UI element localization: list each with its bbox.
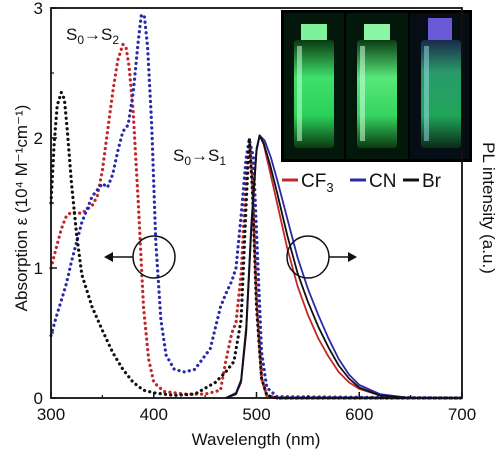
y-axis-title-left: Absorption ε (10⁴ M⁻¹cm⁻¹) <box>12 105 31 312</box>
x-tick-label: 500 <box>242 405 270 424</box>
x-axis-title: Wavelength (nm) <box>192 430 321 449</box>
y-tick-label: 0 <box>34 389 43 408</box>
svg-text:CN: CN <box>369 171 396 192</box>
svg-text:Br: Br <box>422 171 442 192</box>
y-tick-label: 2 <box>34 129 43 148</box>
x-tick-label: 600 <box>345 405 373 424</box>
vial-cn <box>346 13 408 159</box>
x-tick-label: 300 <box>37 405 65 424</box>
svg-text:CF3: CF3 <box>301 171 334 195</box>
series-layer <box>49 12 464 400</box>
series-pl-br <box>225 134 462 399</box>
series-absorption-cf3 <box>49 42 464 400</box>
y-tick-label: 1 <box>34 259 43 278</box>
axis-layer: 300 400 500 600 700 0 1 2 3 <box>34 0 477 424</box>
legend: CF3 CN Br <box>282 171 442 195</box>
vial-br <box>410 13 469 159</box>
x-tick-label: 700 <box>448 405 476 424</box>
inset-photo <box>281 10 472 162</box>
y-axis-title-right: PL intensity (a.u.) <box>479 142 498 274</box>
left-axis-marker <box>104 235 176 279</box>
annotation-s0-s2: S0→S2 <box>66 25 119 47</box>
y-tick-label: 3 <box>34 0 43 18</box>
x-tick-label: 400 <box>140 405 168 424</box>
legend-entry-cn: CN <box>350 171 396 192</box>
vial-cf3 <box>284 13 344 159</box>
right-axis-marker <box>286 235 357 279</box>
legend-entry-br: Br <box>403 171 442 192</box>
legend-entry-cf3: CF3 <box>282 171 334 195</box>
annotation-s0-s1: S0→S1 <box>173 146 226 168</box>
